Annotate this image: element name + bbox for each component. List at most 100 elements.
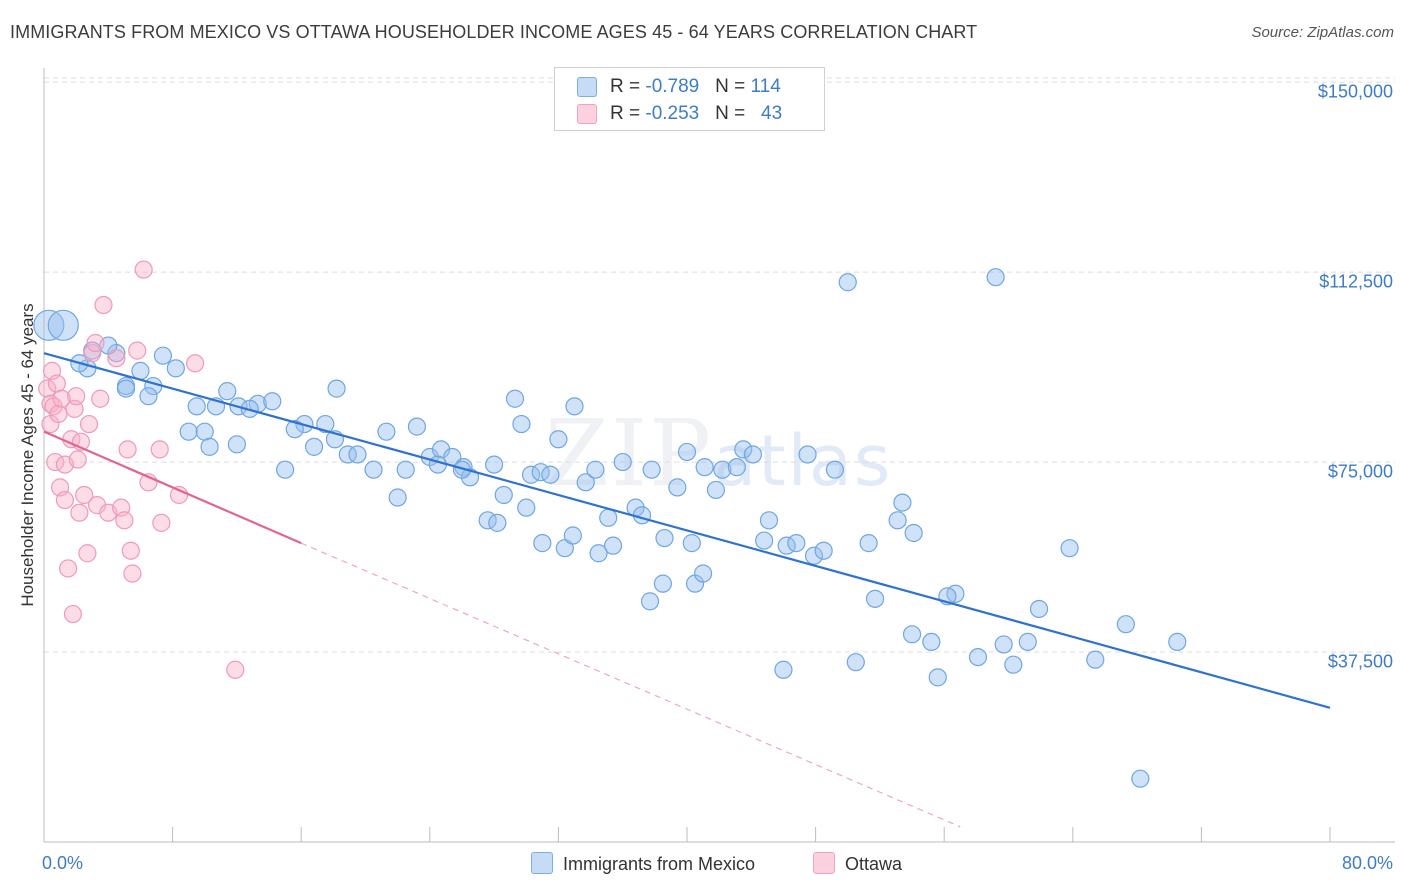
point-mexico [706,480,726,500]
point-ottawa [86,333,105,353]
legend-n-label: N = [715,76,751,97]
grid-lines [44,77,1395,653]
source-credit: Source: ZipAtlas.com [1251,24,1394,41]
series-mexico-points [33,268,1187,788]
point-mexico [565,397,584,416]
point-ottawa [59,559,78,578]
point-mexico [986,268,1005,287]
point-mexico [804,546,824,565]
legend-r-value-ottawa: -0.253 [645,103,700,124]
point-mexico [407,417,427,436]
legend-n-value-ottawa: 43 [761,103,783,124]
point-mexico [200,437,219,456]
point-ottawa [150,440,169,459]
x-tick-min: 0.0% [42,853,84,873]
bottom-legend-label-ottawa: Ottawa [845,854,903,874]
point-ottawa [134,260,153,279]
point-mexico [139,387,158,406]
point-ottawa [47,374,66,393]
point-mexico [904,523,923,543]
legend-r-value-mexico: -0.789 [645,76,700,97]
point-mexico [512,414,531,434]
point-ottawa [94,295,113,315]
point-mexico [549,430,568,449]
point-ottawa [118,440,137,459]
point-mexico [668,478,687,497]
point-mexico [994,635,1013,654]
y-tick-label: $37,500 [1327,651,1393,672]
point-ottawa [68,450,87,469]
point-mexico [642,460,661,479]
point-mexico [179,422,198,441]
point-ottawa [52,389,71,408]
point-mexico [1168,632,1187,652]
point-mexico [428,455,447,474]
point-mexico [263,392,282,411]
trend-lines [43,352,1331,828]
point-mexico [494,485,513,505]
bottom-legend-label-mexico: Immigrants from Mexico [563,854,756,874]
point-mexico [517,498,536,517]
point-ottawa [115,511,134,530]
bottom-legend-mexico: Immigrants from Mexico [531,852,755,875]
point-mexico [327,379,346,398]
point-mexico [338,445,357,464]
point-mexico [218,382,237,401]
point-ottawa [70,503,89,522]
point-mexico [563,526,582,545]
point-mexico [888,511,907,530]
correlation-legend: R = -0.789 N = 114 R = -0.253 N = 43 [554,67,825,131]
legend-r-label: R = [610,103,646,124]
point-ottawa [78,544,97,563]
point-mexico [131,361,150,380]
point-mexico [893,493,912,512]
point-mexico [1131,769,1150,788]
point-mexico [364,460,383,479]
legend-n-label: N = [715,103,751,124]
point-ottawa [75,485,94,505]
bottom-legend-swatch-ottawa [813,852,835,874]
point-mexico [153,346,173,365]
point-mexico [1060,539,1079,558]
x-tick-max: 80.0% [1341,853,1393,873]
legend-swatch-mexico [577,77,597,97]
point-mexico [759,511,779,530]
legend-n-value-mexico: 114 [750,76,781,97]
chart-title: IMMIGRANTS FROM MEXICO VS OTTAWA HOUSEHO… [10,22,978,42]
point-mexico [603,536,623,555]
watermark: ZIPatlas [545,400,892,507]
point-mexico [396,460,415,479]
point-ottawa [91,389,110,408]
point-mexico [787,534,806,553]
point-mexico [846,653,865,672]
point-ottawa [128,341,147,360]
point-ottawa [123,564,142,583]
point-mexico [682,534,701,553]
point-ottawa [107,349,126,368]
bottom-legend-swatch-mexico [531,852,553,874]
point-mexico [713,460,732,479]
series-ottawa-points [38,260,245,679]
point-mexico [304,437,324,456]
point-mexico [814,541,833,560]
point-mexico [348,445,367,464]
point-mexico [755,531,774,550]
point-mexico [1018,632,1037,652]
point-mexico [1086,650,1105,669]
point-ottawa [38,379,57,398]
legend-r-label: R = [610,76,646,97]
point-mexico [533,534,552,553]
trend-line-ottawa-extended [300,542,961,828]
point-mexico [774,660,793,679]
point-mexico [316,414,335,434]
point-mexico [640,592,660,611]
point-mexico [195,422,214,441]
point-ottawa [152,513,171,532]
point-mexico [859,534,878,553]
bottom-legend-ottawa: Ottawa [813,852,902,875]
point-mexico [599,508,618,527]
y-tick-label: $150,000 [1317,81,1393,102]
point-mexico [166,359,185,378]
y-tick-label: $112,500 [1319,271,1393,292]
point-mexico [589,544,608,563]
